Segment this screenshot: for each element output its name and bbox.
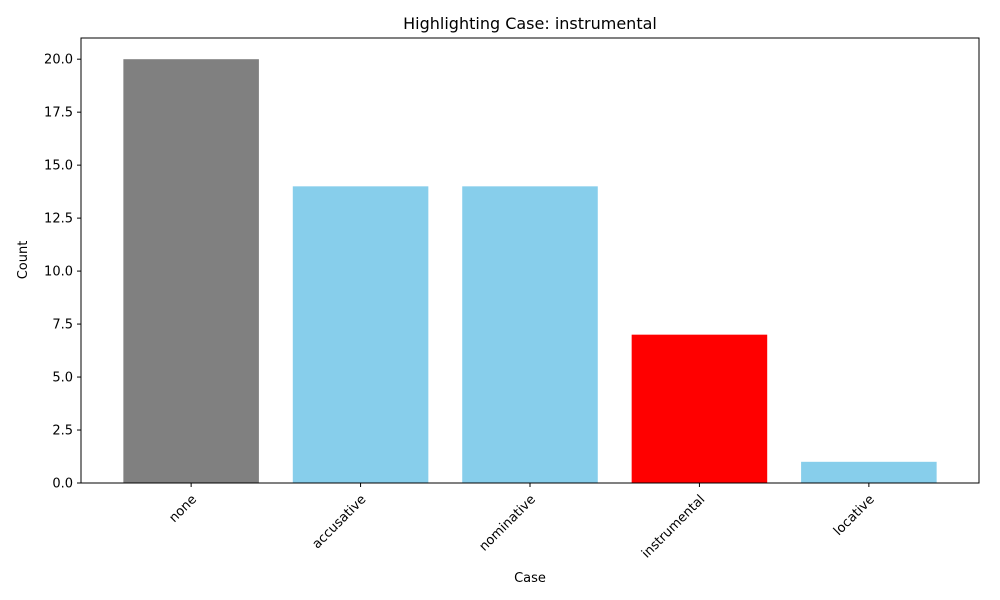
- y-tick-label: 12.5: [44, 212, 73, 227]
- y-axis: 0.0 2.5 5.0 7.5 10.0 12.5 15.0 17.5 20.0: [44, 53, 81, 492]
- y-tick-label: 5.0: [52, 371, 73, 386]
- bar-nominative: [462, 186, 598, 484]
- y-tick-label: 17.5: [44, 106, 73, 121]
- y-tick-label: 10.0: [44, 265, 73, 280]
- x-tick-label: locative: [831, 492, 878, 539]
- x-axis-label: Case: [514, 571, 546, 586]
- x-axis: none accusative nominative instrumental loca…: [166, 483, 878, 561]
- x-tick-label: instrumental: [639, 492, 708, 561]
- chart-title: Highlighting Case: instrumental: [403, 14, 657, 33]
- bar-accusative: [292, 186, 429, 484]
- y-tick-label: 2.5: [52, 424, 73, 439]
- y-tick-label: 7.5: [52, 318, 73, 333]
- bars-group: [123, 59, 937, 484]
- bar-none: [123, 59, 259, 483]
- y-tick-label: 15.0: [44, 159, 73, 174]
- y-tick-label: 0.0: [52, 477, 73, 492]
- bar-instrumental: [631, 334, 768, 483]
- x-tick-label: none: [166, 492, 200, 526]
- bar-locative: [801, 461, 937, 483]
- x-tick-label: nominative: [477, 492, 539, 554]
- x-tick-label: accusative: [310, 492, 370, 552]
- y-tick-label: 20.0: [44, 53, 73, 68]
- y-axis-label: Count: [16, 241, 31, 280]
